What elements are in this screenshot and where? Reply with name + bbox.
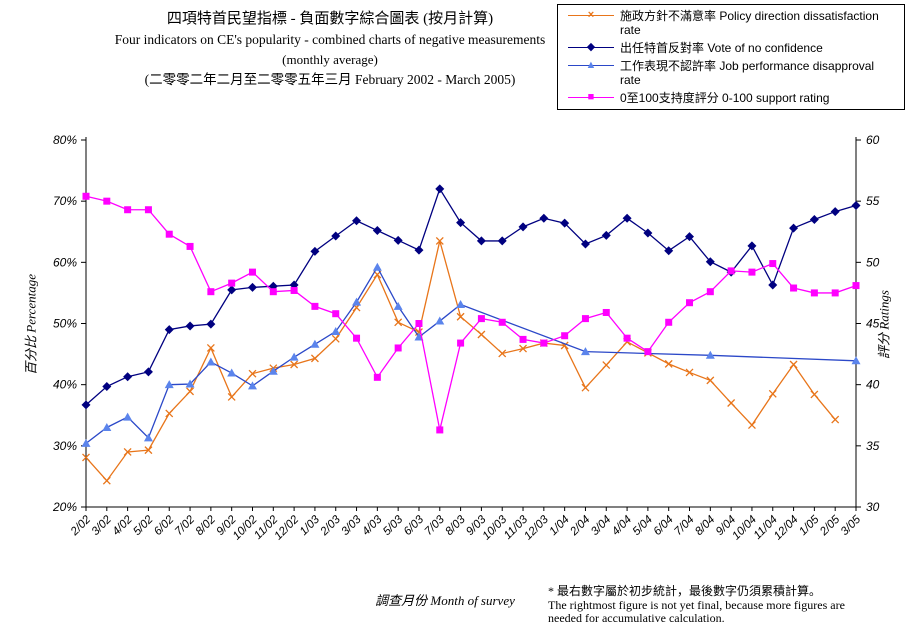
x-tick-label: 7/02 — [173, 513, 198, 538]
x-tick-label: 1/04 — [547, 514, 571, 538]
policy-dissatisfaction-legend-marker-icon: × — [568, 9, 614, 23]
x-tick-label: 7/03 — [423, 513, 448, 538]
series-support-rating — [82, 192, 860, 434]
x-tick-label: 12/02 — [272, 513, 301, 542]
chart-title-zh: 四項特首民望指標 - 負面數字綜合圖表 (按月計算) — [166, 11, 494, 27]
x-tick-label: 2/03 — [318, 513, 343, 538]
footnote-line-zh: * 最右數字屬於初步統計，最後數字仍須累積計算。 — [548, 584, 822, 598]
right-tick-label: 50 — [866, 255, 880, 269]
legend-label: 出任特首反對率 Vote of no confidence — [620, 41, 823, 55]
x-tick-label: 2/04 — [568, 514, 593, 539]
right-axis-title: 評分 Ratings — [876, 290, 892, 359]
x-tick-label: 6/03 — [402, 513, 427, 538]
left-tick-label: 50% — [53, 317, 77, 331]
x-tick-label: 6/02 — [152, 513, 177, 538]
left-tick-label: 70% — [53, 194, 77, 208]
legend: × 施政方針不滿意率 Policy direction dissatisfacti… — [557, 4, 905, 110]
job-disapproval-legend-marker-icon: ▲ — [568, 59, 614, 73]
legend-label: 工作表現不認許率 Job performance disapproval rat… — [620, 59, 875, 87]
left-axis-title: 百分比 Percentage — [23, 274, 39, 375]
x-tick-label: 3/04 — [589, 514, 613, 538]
x-tick-label: 5/02 — [131, 513, 156, 538]
legend-item-support-rating: ■ 0至100支持度評分 0-100 support rating — [568, 91, 898, 105]
x-tick-label: 2/02 — [68, 513, 93, 538]
right-tick-label: 45 — [866, 317, 880, 331]
left-tick-label: 20% — [52, 500, 77, 514]
right-tick-label: 60 — [866, 133, 880, 147]
legend-label: 0至100支持度評分 0-100 support rating — [620, 91, 830, 105]
x-tick-label: 5/04 — [631, 514, 655, 538]
x-axis-title: 調查月份 Month of survey — [375, 593, 515, 608]
x-tick-label: 4/04 — [610, 514, 634, 538]
series-job-disapproval — [81, 262, 861, 447]
left-tick-label: 30% — [53, 439, 77, 453]
support-rating-legend-marker-icon: ■ — [568, 91, 614, 105]
x-tick-label: 2/05 — [817, 513, 842, 538]
right-tick-label: 35 — [866, 439, 880, 453]
axes — [85, 137, 857, 508]
x-tick-label: 4/02 — [110, 513, 135, 538]
no-confidence-legend-marker-icon: ◆ — [568, 41, 614, 55]
legend-item-no-confidence: ◆ 出任特首反對率 Vote of no confidence — [568, 41, 898, 55]
x-tick-label: 7/04 — [672, 514, 696, 538]
x-tick-label: 8/04 — [693, 514, 717, 538]
chart-title-en: Four indicators on CE's popularity - com… — [114, 32, 546, 47]
x-tick-label: 10/04 — [730, 514, 759, 543]
footnote-line-en2: needed for accumulative calculation. — [548, 611, 725, 623]
footnote-line-en1: The rightmost figure is not yet final, b… — [548, 597, 845, 612]
legend-label: 施政方針不滿意率 Policy direction dissatisfactio… — [620, 9, 879, 37]
legend-item-job-disapproval: ▲ 工作表現不認許率 Job performance disapproval ra… — [568, 59, 898, 87]
x-tick-label: 12/04 — [772, 514, 801, 543]
left-tick-label: 80% — [53, 133, 77, 147]
x-tick-label: 3/02 — [90, 513, 115, 538]
left-tick-label: 60% — [53, 255, 77, 269]
x-tick-label: 3/05 — [839, 513, 864, 538]
x-tick-label: 1/05 — [797, 513, 822, 538]
x-tick-label: 3/03 — [339, 513, 364, 538]
chart-title-date-range: (二零零二年二月至二零零五年三月 February 2002 - March 2… — [144, 72, 516, 87]
x-tick-label: 12/03 — [522, 513, 551, 542]
x-tick-label: 6/04 — [652, 514, 676, 538]
series-policy-dissatisfaction — [82, 236, 840, 485]
chart-title-block: 四項特首民望指標 - 負面數字綜合圖表 (按月計算) Four indicato… — [95, 8, 565, 90]
x-tick-label: 1/03 — [298, 513, 323, 538]
right-tick-label: 55 — [866, 194, 880, 208]
legend-item-policy-dissatisfaction: × 施政方針不滿意率 Policy direction dissatisfacti… — [568, 9, 898, 37]
right-tick-label: 40 — [866, 378, 880, 392]
x-tick-label: 5/03 — [381, 513, 406, 538]
chart-title-subtitle: (monthly average) — [282, 52, 378, 67]
left-tick-label: 40% — [53, 378, 77, 392]
right-tick-label: 30 — [866, 500, 880, 514]
x-tick-label: 4/03 — [360, 513, 385, 538]
footnote: * 最右數字屬於初步統計，最後數字仍須累積計算。 The rightmost f… — [548, 584, 898, 623]
x-tick-label: 8/03 — [443, 513, 468, 538]
x-tick-label: 8/02 — [194, 513, 219, 538]
